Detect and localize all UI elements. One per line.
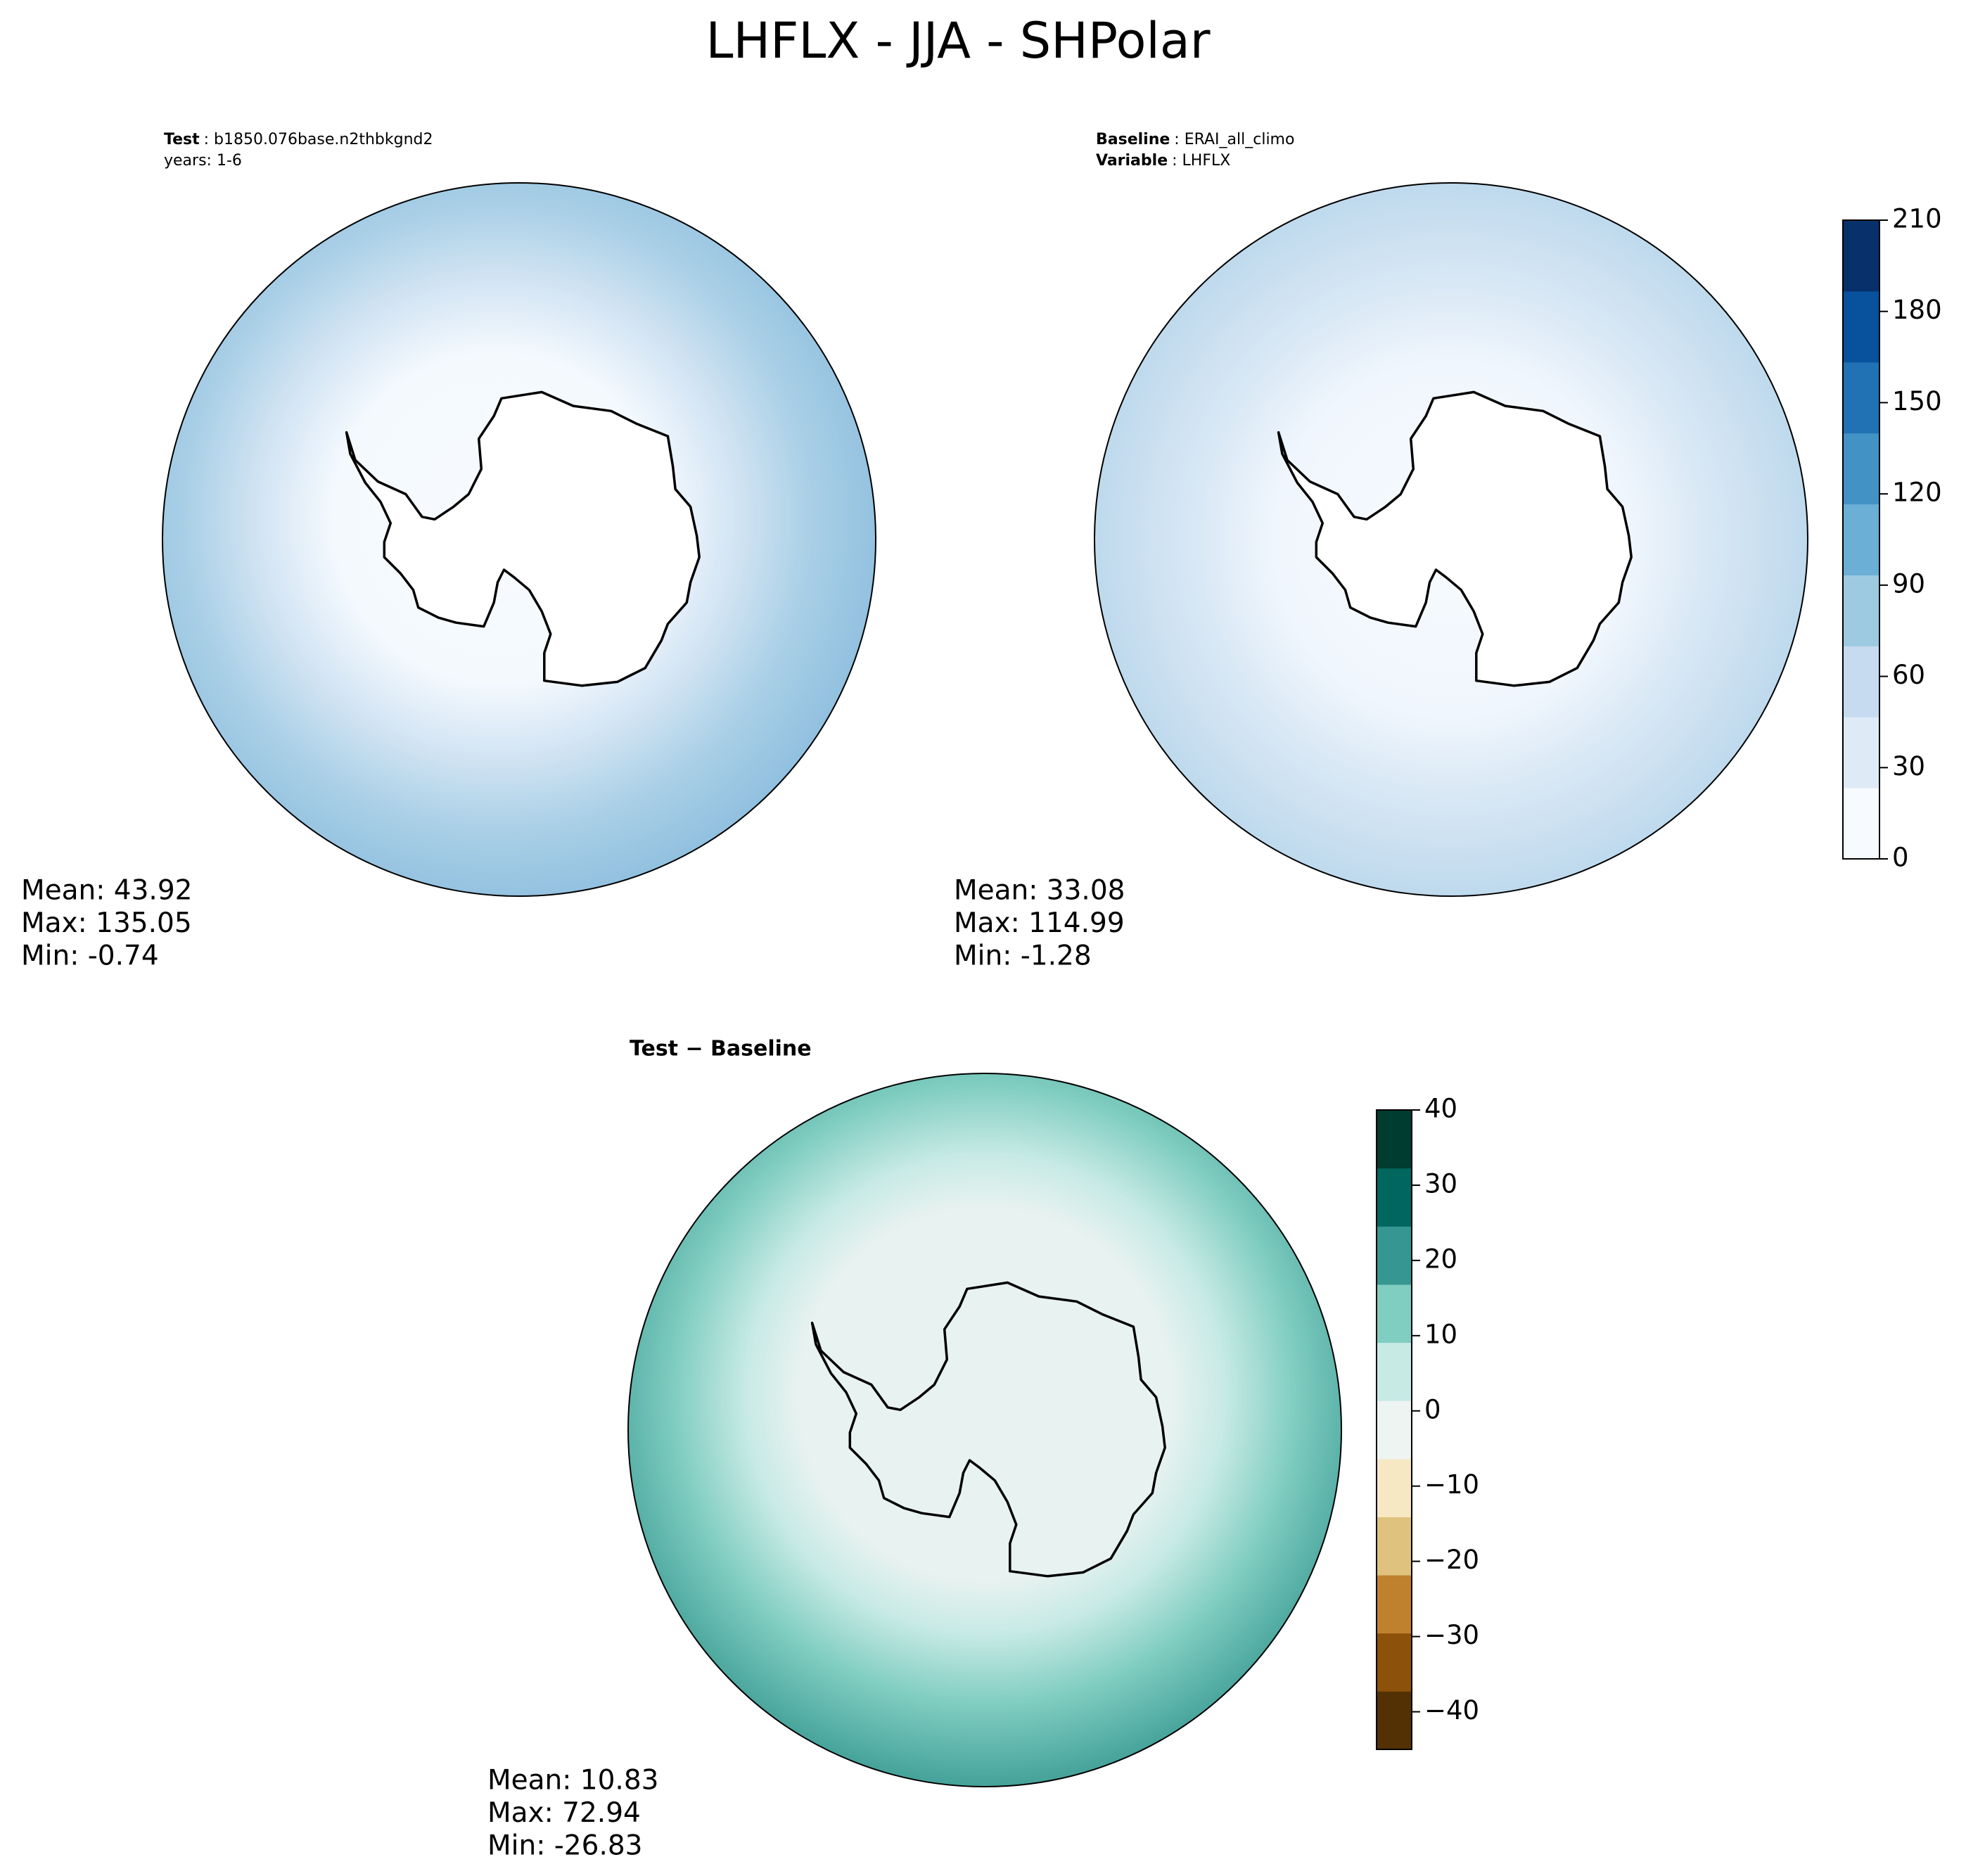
header-key: Test [164,131,200,148]
colorbar-band [1843,291,1879,363]
stat-text: Min: -1.28 [954,940,1092,972]
colorbar-tick-label: 20 [1424,1244,1457,1274]
header-text: : ERAI_all_climo [1174,131,1294,148]
stat-text: Min: -0.74 [21,940,159,972]
map-boundary [162,182,876,897]
stat-text: Max: 114.99 [954,907,1125,939]
colorbar-band [1377,1517,1412,1576]
colorbar-band [1377,1226,1412,1285]
colorbar-band [1377,1575,1412,1634]
coastline [1277,390,1633,687]
panel-header: Baseline: ERAI_all_climo [1096,131,1294,148]
panel-header: Variable: LHFLX [1096,152,1230,170]
stat-text: Min: -26.83 [487,1830,642,1862]
colorbar-tick-label: −20 [1424,1545,1479,1575]
stat-text: Mean: 10.83 [487,1765,658,1797]
colorbar-band [1843,504,1879,575]
colorbar-tick-label: 0 [1892,843,1909,873]
colorbar-band [1843,575,1879,646]
colorbar-tick-label: 150 [1892,386,1942,416]
colorbar-tick-label: 120 [1892,478,1942,508]
colorbar-band [1377,1342,1412,1401]
colorbar-tick-label: −30 [1424,1620,1479,1650]
colorbar-band [1377,1168,1412,1227]
colorbar-tick-label: −10 [1424,1469,1479,1500]
colorbar-band [1377,1458,1412,1517]
colorbar-tick-label: 10 [1424,1319,1457,1349]
coastline [810,1281,1166,1578]
figure-title: LHFLX - JJA - SHPolar [706,12,1210,70]
coastline [345,390,701,687]
colorbar-tick-label: 30 [1424,1168,1457,1199]
stat-text: Mean: 33.08 [954,875,1125,907]
colorbar-frame [1842,219,1880,860]
colorbar-band [1843,220,1879,292]
colorbar-band [1843,717,1879,789]
colorbar-band [1377,1691,1412,1750]
panel-header: Test: b1850.076base.n2thbkgnd2 [164,131,433,148]
colorbar-band [1843,788,1879,860]
colorbar-tick-label: 60 [1892,660,1925,690]
stat-text: Mean: 43.92 [21,875,192,907]
colorbar-tick-label: 0 [1424,1394,1441,1424]
colorbar-band [1377,1400,1412,1460]
colorbar-frame [1376,1109,1412,1750]
panel-header: years: 1-6 [164,152,242,170]
colorbar-band [1843,433,1879,505]
panel-title: Test − Baseline [630,1037,812,1061]
colorbar-tick-label: 40 [1424,1094,1457,1124]
stat-text: Max: 72.94 [487,1797,641,1829]
stat-text: Max: 135.05 [21,907,192,939]
colorbar-band [1377,1284,1412,1344]
colorbar-band [1843,362,1879,434]
map-boundary [1094,182,1808,897]
header-key: Variable [1096,152,1168,170]
colorbar-tick-label: 180 [1892,295,1942,325]
colorbar-band [1377,1110,1412,1169]
header-text: years: 1-6 [164,152,242,170]
colorbar-tick-label: 210 [1892,204,1942,234]
header-text: : LHFLX [1172,152,1230,170]
colorbar-tick-label: 90 [1892,568,1925,599]
map-boundary [627,1073,1342,1787]
colorbar-tick-label: −40 [1424,1695,1479,1725]
header-key: Baseline [1096,131,1170,148]
colorbar-band [1843,646,1879,717]
colorbar-band [1377,1633,1412,1692]
colorbar-tick-label: 30 [1892,751,1925,781]
header-text: : b1850.076base.n2thbkgnd2 [204,131,433,148]
